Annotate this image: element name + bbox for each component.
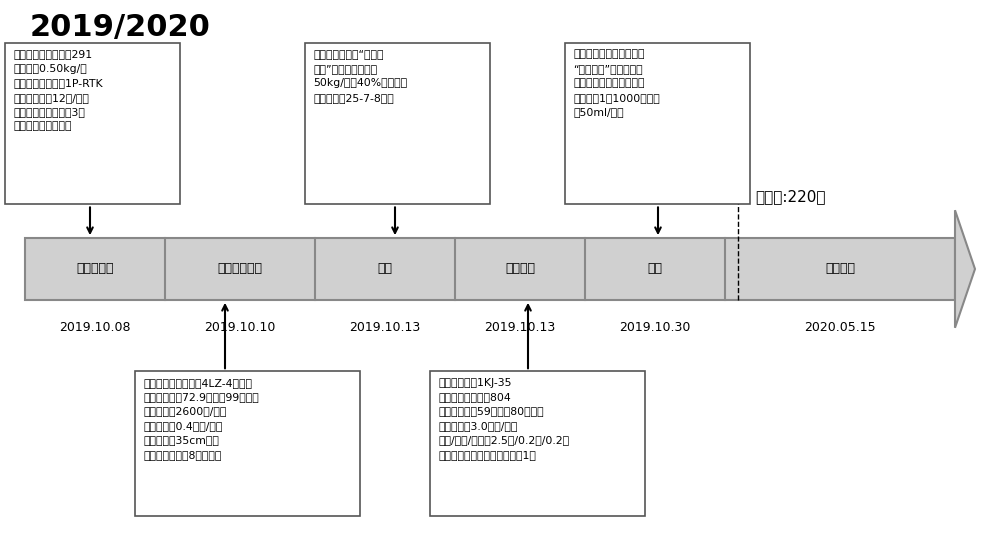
- Bar: [5, 43, 180, 204]
- Text: 机械开沟: 机械开沟: [505, 263, 535, 275]
- Text: 收割机型号：久保电4LZ-4收割机
收割机功率：72.9千瓦（99马力）
额定转速：2600转/分钟
作业效率：0.4公顿/小时
留荣高度：35cm左右
还田稻: 收割机型号：久保电4LZ-4收割机 收割机功率：72.9千瓦（99马力） 额定转…: [143, 378, 259, 459]
- Polygon shape: [955, 210, 975, 328]
- Text: 施药模块：苗期施用封闭
“精喹禾灵”防治一年生
和多年生禾本科杂草。稀
释比例为1：1000，用量
为50ml/亩。: 施药模块：苗期施用封闭 “精喹禾灵”防治一年生 和多年生禾本科杂草。稀 释比例为…: [573, 49, 660, 117]
- Text: 2019.10.13: 2019.10.13: [349, 321, 421, 335]
- Text: 机械收割: 机械收割: [825, 263, 855, 275]
- Bar: [565, 43, 750, 204]
- Text: 2019.10.10: 2019.10.10: [204, 321, 276, 335]
- Bar: [430, 371, 645, 516]
- Text: 施袒: 施袒: [378, 263, 392, 275]
- Text: 生育期:220天: 生育期:220天: [755, 189, 826, 204]
- Text: 2019.10.13: 2019.10.13: [484, 321, 556, 335]
- Text: 无人机播种: 无人机播种: [76, 263, 114, 275]
- Text: 水稺机械收割: 水稺机械收割: [218, 263, 262, 275]
- Bar: [135, 371, 360, 516]
- Text: 2019/2020: 2019/2020: [30, 13, 211, 43]
- Text: 2019.10.08: 2019.10.08: [59, 321, 131, 335]
- Text: 油菜品种选择：华早291
播种量：0.50kg/亩
无人机型号：大疆1P-RTK
无人机效率：12亩/小时
播种高度：作物上方3米
播种天气：天晴无风: 油菜品种选择：华早291 播种量：0.50kg/亩 无人机型号：大疆1P-RTK…: [13, 49, 103, 131]
- Text: 施袒模块：采用“一次性
施袒”的方式，肖料为
50kg/亩的40%宜施壮油
菜专用肒（25-7-8）。: 施袒模块：采用“一次性 施袒”的方式，肖料为 50kg/亩的40%宜施壮油 菜专…: [313, 49, 407, 103]
- Text: 施药: 施药: [648, 263, 662, 275]
- Bar: [25, 238, 955, 300]
- Text: 开沟机型号：1KJ-35
开沟机动力：雷沃804
开沟机功率：59千瓦（80马力）
开沟效率：3.0千米/小时
厢宽/沟宽/沟深：2.5米/0.2米/0.2米
: 开沟机型号：1KJ-35 开沟机动力：雷沃804 开沟机功率：59千瓦（80马力…: [438, 378, 569, 459]
- Text: 2019.10.30: 2019.10.30: [619, 321, 691, 335]
- Text: 2020.05.15: 2020.05.15: [804, 321, 876, 335]
- Bar: [305, 43, 490, 204]
